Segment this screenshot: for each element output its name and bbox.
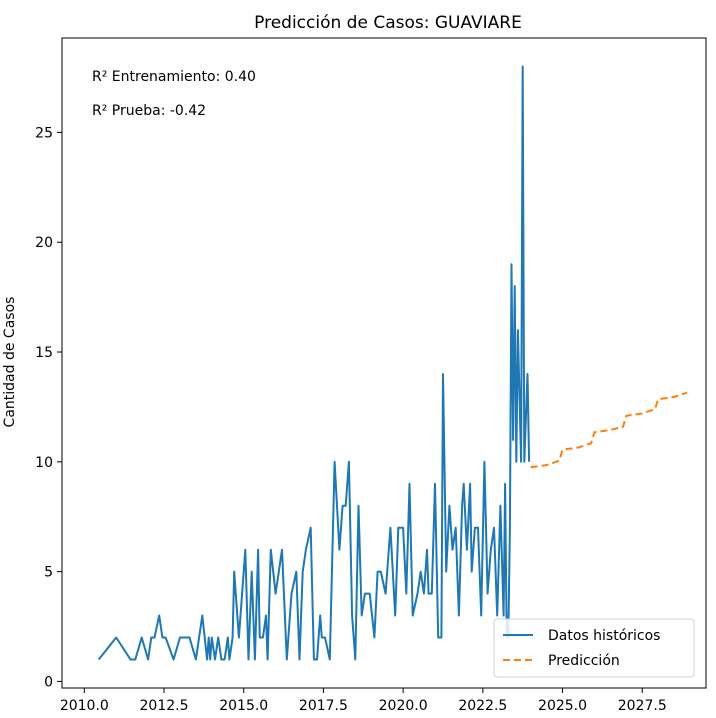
y-tick-label: 25	[35, 125, 53, 141]
r2-train-annotation: R² Entrenamiento: 0.40	[92, 69, 256, 85]
legend-label-prediccion: Predicción	[548, 653, 620, 669]
legend-label-historicos: Datos históricos	[548, 628, 660, 644]
x-axis: 2010.0 2012.5 2015.0 2017.5 2020.0 2022.5 2025…	[60, 688, 667, 714]
y-tick-label: 5	[44, 565, 53, 581]
series-line-0	[97, 65, 531, 661]
y-tick-label: 0	[44, 674, 53, 690]
legend-box	[493, 618, 695, 678]
y-tick-label: 20	[35, 235, 53, 251]
x-tick-label: 2025.0	[538, 698, 587, 714]
x-tick-label: 2017.5	[299, 698, 348, 714]
x-tick-label: 2010.0	[60, 698, 109, 714]
x-tick-label: 2027.5	[618, 698, 667, 714]
plot-area	[97, 65, 688, 661]
series-line-1	[530, 391, 688, 469]
plot-frame	[61, 37, 707, 689]
x-tick-label: 2015.0	[219, 698, 268, 714]
y-tick-label: 15	[35, 345, 53, 361]
x-tick-label: 2020.0	[379, 698, 428, 714]
x-tick-label: 2012.5	[140, 698, 189, 714]
x-tick-label: 2022.5	[458, 698, 507, 714]
y-axis: 0 5 10 15 20 25	[35, 125, 62, 690]
legend: Datos históricos Predicción	[493, 618, 695, 678]
y-axis-label: Cantidad de Casos	[2, 297, 18, 428]
chart-title: Predicción de Casos: GUAVIARE	[254, 13, 522, 33]
r2-test-annotation: R² Prueba: -0.42	[92, 103, 206, 119]
y-tick-label: 10	[35, 455, 53, 471]
